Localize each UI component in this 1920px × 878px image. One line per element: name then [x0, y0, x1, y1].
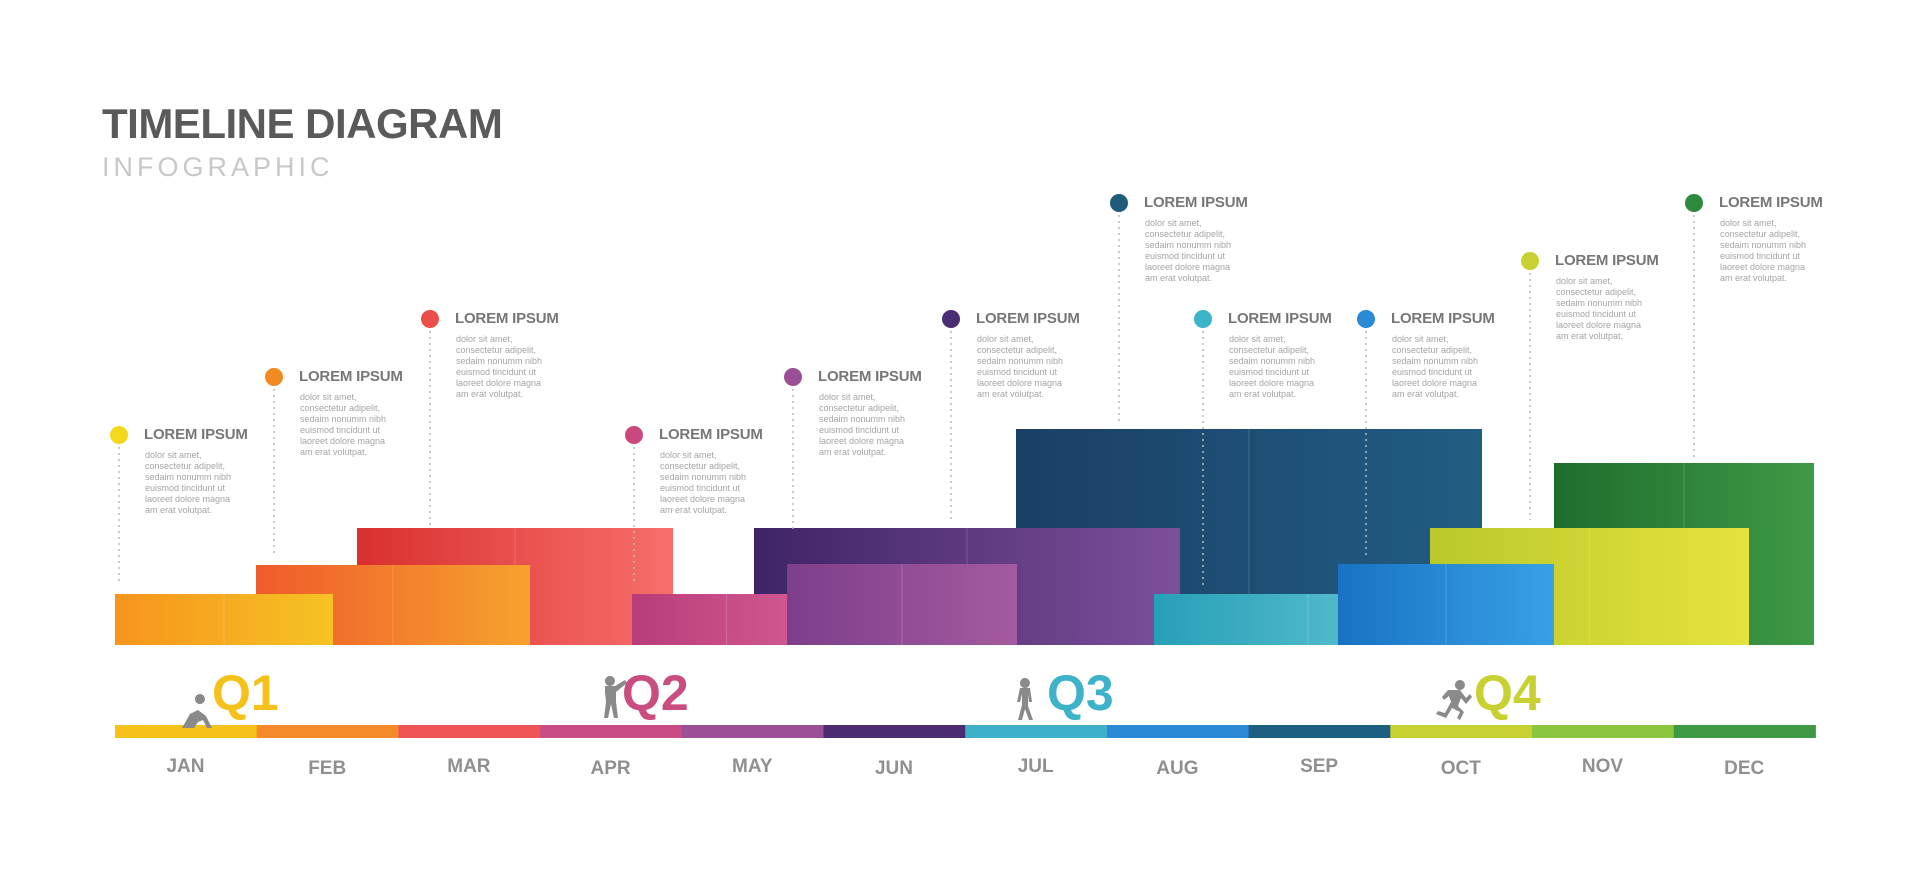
milestone-description: dolor sit amet, consectetur adipelit, se… [1556, 276, 1643, 341]
quarter-label-q3: Q3 [1047, 665, 1114, 721]
bars-layer [115, 429, 1814, 645]
month-label-sep: SEP [1300, 756, 1339, 777]
month-segment-aug [1106, 725, 1250, 738]
month-segment-sep [1248, 725, 1391, 738]
milestone-description: dolor sit amet, consectetur adipelit, se… [300, 392, 387, 457]
month-label-apr: APR [590, 758, 631, 779]
milestone-title: LOREM IPSUM [1719, 194, 1823, 211]
milestone-description: dolor sit amet, consectetur adipelit, se… [819, 392, 906, 457]
milestone-dot[interactable] [265, 368, 283, 386]
milestone-description: dolor sit amet, consectetur adipelit, se… [1229, 334, 1316, 399]
milestone-dot[interactable] [1110, 194, 1128, 212]
quarter-label-q1: Q1 [212, 665, 279, 721]
milestone-title: LOREM IPSUM [1228, 310, 1332, 327]
month-segment-jul [965, 725, 1108, 738]
month-segment-jun [823, 725, 966, 738]
milestone-title: LOREM IPSUM [455, 310, 559, 327]
pointing-person-icon [604, 676, 627, 718]
milestone-title: LOREM IPSUM [818, 368, 922, 385]
month-label-dec: DEC [1724, 758, 1765, 779]
month-segment-apr [540, 725, 683, 738]
milestone-dot[interactable] [1521, 252, 1539, 270]
month-label-aug: AUG [1156, 758, 1199, 779]
milestone-description: dolor sit amet, consectetur adipelit, se… [977, 334, 1064, 399]
bar-jan [115, 594, 333, 645]
milestone-title: LOREM IPSUM [1555, 252, 1659, 269]
milestone-title: LOREM IPSUM [976, 310, 1080, 327]
bar-may [787, 564, 1017, 645]
milestone-description: dolor sit amet, consectetur adipelit, se… [660, 450, 747, 515]
quarter-icons [182, 676, 1472, 728]
milestone-title: LOREM IPSUM [1391, 310, 1495, 327]
stems-layer [110, 194, 1703, 589]
milestone-title: LOREM IPSUM [659, 426, 763, 443]
page-subtitle: INFOGRAPHIC [102, 152, 334, 182]
walking-person-icon [1017, 678, 1033, 720]
milestone-description: dolor sit amet, consectetur adipelit, se… [1145, 218, 1232, 283]
month-segment-jan [115, 725, 258, 738]
milestone-dot[interactable] [1194, 310, 1212, 328]
milestone-description: dolor sit amet, consectetur adipelit, se… [1720, 218, 1807, 283]
milestone-title: LOREM IPSUM [144, 426, 248, 443]
running-person-icon [1436, 680, 1472, 720]
month-label-feb: FEB [308, 758, 347, 779]
month-segment-may [681, 725, 824, 738]
month-label-oct: OCT [1440, 758, 1481, 779]
month-label-nov: NOV [1581, 756, 1624, 777]
month-segment-dec [1673, 725, 1816, 738]
milestone-dot[interactable] [625, 426, 643, 444]
month-segment-mar [398, 725, 541, 738]
month-segment-oct [1390, 725, 1533, 738]
milestone-description: dolor sit amet, consectetur adipelit, se… [456, 334, 543, 399]
month-segment-nov [1532, 725, 1675, 738]
page-title: TIMELINE DIAGRAM [102, 100, 503, 147]
month-segment-feb [256, 725, 399, 738]
header: TIMELINE DIAGRAM INFOGRAPHIC [102, 100, 503, 183]
milestone-title: LOREM IPSUM [299, 368, 403, 385]
milestone-dot[interactable] [784, 368, 802, 386]
month-strip [115, 725, 1816, 738]
milestone-dot[interactable] [1685, 194, 1703, 212]
month-label-jul: JUL [1017, 756, 1054, 777]
quarter-label-q2: Q2 [622, 665, 689, 721]
month-label-jun: JUN [874, 758, 913, 779]
quarter-label-q4: Q4 [1474, 665, 1541, 721]
milestone-dot[interactable] [421, 310, 439, 328]
milestone-dot[interactable] [110, 426, 128, 444]
month-label-may: MAY [732, 756, 773, 777]
month-label-mar: MAR [447, 756, 491, 777]
milestone-description: dolor sit amet, consectetur adipelit, se… [1392, 334, 1479, 399]
bar-sep [1338, 564, 1554, 645]
month-label-jan: JAN [166, 756, 205, 777]
milestone-description: dolor sit amet, consectetur adipelit, se… [145, 450, 232, 515]
milestone-dot[interactable] [942, 310, 960, 328]
milestone-title: LOREM IPSUM [1144, 194, 1248, 211]
milestone-dot[interactable] [1357, 310, 1375, 328]
crouching-person-icon [182, 694, 212, 728]
